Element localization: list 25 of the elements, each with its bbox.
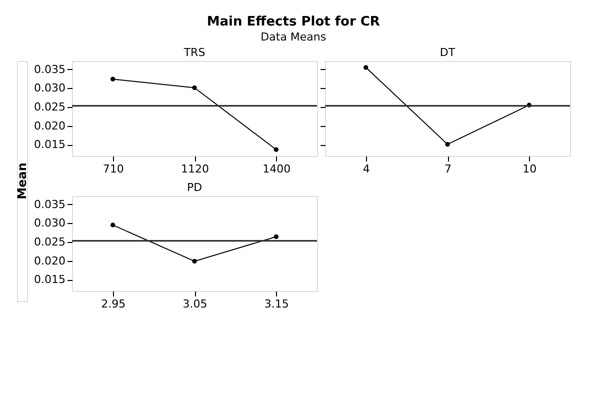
- x-tick-label: 10: [522, 162, 537, 176]
- x-tick-label: 710: [102, 162, 124, 176]
- y-tick-label: 0.015: [34, 273, 66, 286]
- x-axis-title: TRS: [182, 46, 206, 59]
- x-tick-label: 2.95: [101, 298, 126, 310]
- x-tick-label: 1400: [262, 162, 291, 176]
- y-tick-label: 0.015: [34, 138, 66, 152]
- y-tick-label: 0.025: [34, 235, 66, 248]
- y-tick-label: 0.030: [34, 216, 66, 230]
- y-tick-label: 0.020: [34, 254, 66, 268]
- y-tick-label: 0.035: [34, 198, 66, 211]
- y-tick-label: 0.035: [34, 62, 66, 76]
- chart-title: Main Effects Plot for CR: [206, 14, 380, 30]
- x-axis-title: PD: [186, 181, 202, 194]
- x-tick-label: 7: [444, 162, 452, 176]
- x-tick-label: 3.15: [264, 298, 289, 310]
- y-tick-label: 0.030: [34, 82, 66, 95]
- x-tick-label: 4: [362, 162, 370, 176]
- x-tick-label: 3.05: [182, 298, 208, 310]
- y-axis-title: Mean: [15, 162, 29, 200]
- x-tick-label: 1120: [181, 162, 209, 176]
- chart-subtitle: Data Means: [260, 30, 326, 44]
- y-tick-label: 0.020: [34, 119, 66, 132]
- y-tick-label: 0.025: [34, 100, 66, 114]
- x-axis-title: DT: [440, 46, 456, 59]
